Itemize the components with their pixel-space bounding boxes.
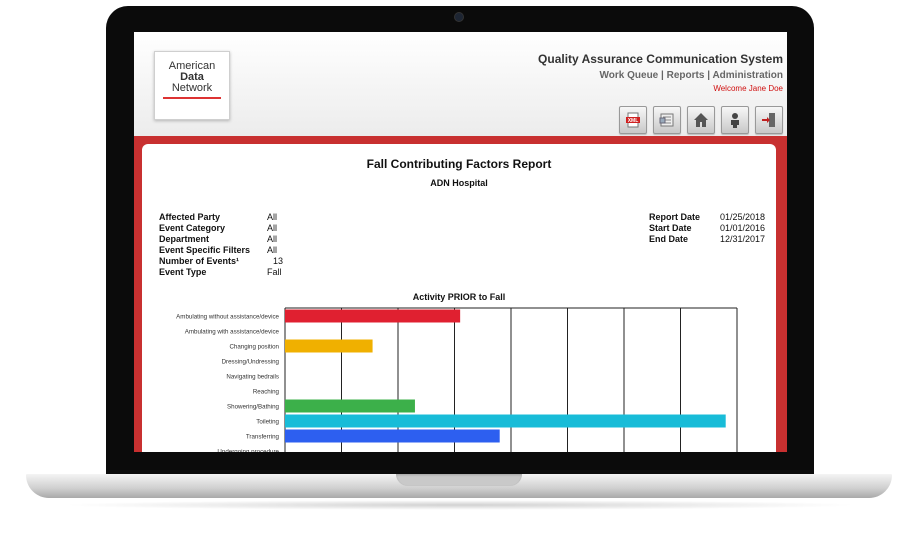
- nav-reports[interactable]: Reports: [666, 70, 705, 81]
- date-value: 01/25/2018: [719, 212, 765, 222]
- report-subtitle: ADN Hospital: [430, 178, 488, 188]
- param-row: Department All: [159, 234, 283, 245]
- chart-bar: [285, 309, 461, 323]
- xml-label: XML: [628, 118, 639, 124]
- screen: American Data Network Quality Assurance …: [134, 32, 787, 452]
- date-row: Report Date 01/25/2018: [649, 212, 765, 223]
- toolbar: XML: [619, 106, 783, 134]
- date-row: End Date 12/31/2017: [649, 234, 765, 245]
- date-label: Report Date: [649, 212, 701, 222]
- camera-icon: [455, 13, 463, 21]
- main-nav: Work Queue | Reports | Administration: [600, 70, 783, 81]
- logo-line-3: Network: [171, 82, 213, 94]
- nav-work-queue[interactable]: Work Queue: [599, 70, 659, 81]
- logo-line-2: Data: [180, 71, 204, 83]
- logo-line-1: American: [168, 60, 216, 72]
- chart-category-label: Showering/Bathing: [227, 404, 279, 411]
- report-parameters: Affected Party All Event Category All Depa…: [159, 212, 283, 278]
- param-row: Number of Events¹ 13: [159, 256, 283, 267]
- chart-category-label: Toileting: [256, 419, 279, 426]
- app-title: Quality Assurance Communication System: [538, 52, 783, 66]
- param-value: All: [267, 212, 278, 222]
- param-row: Affected Party All: [159, 212, 283, 223]
- param-label: Affected Party: [159, 212, 221, 222]
- document-button[interactable]: [653, 106, 681, 134]
- chart-category-label: Undergoing procedure: [217, 449, 279, 453]
- param-label: Department: [159, 234, 210, 244]
- date-value: 01/01/2016: [719, 223, 765, 233]
- param-label: Event Type: [159, 267, 207, 277]
- xml-export-button[interactable]: XML: [619, 106, 647, 134]
- param-value: Fall: [267, 267, 282, 277]
- param-value: All: [267, 245, 278, 255]
- report-title: Fall Contributing Factors Report: [366, 157, 552, 171]
- welcome-text: Welcome Jane Doe: [713, 84, 783, 93]
- nav-separator: |: [707, 70, 711, 81]
- date-label: Start Date: [649, 223, 692, 233]
- param-label: Event Category: [159, 223, 226, 233]
- laptop-notch: [396, 474, 522, 486]
- chart-category-label: Reaching: [253, 389, 280, 396]
- user-button[interactable]: [721, 106, 749, 134]
- home-button[interactable]: [687, 106, 715, 134]
- home-icon: [694, 113, 708, 127]
- laptop-shadow: [60, 500, 860, 510]
- param-row: Event Type Fall: [159, 267, 283, 278]
- app-header: American Data Network Quality Assurance …: [134, 32, 787, 136]
- param-row: Event Specific Filters All: [159, 245, 283, 256]
- chart-bar: [285, 429, 500, 443]
- chart-category-label: Dressing/Undressing: [222, 359, 280, 366]
- param-value: All: [267, 223, 278, 233]
- param-label: Number of Events¹: [159, 256, 240, 266]
- xml-export-icon: XML: [626, 112, 640, 128]
- param-value: 13: [273, 256, 284, 266]
- report-panel: Fall Contributing Factors Report ADN Hos…: [142, 144, 776, 452]
- chart-category-label: Ambulating without assistance/device: [176, 314, 279, 321]
- report-dates: Report Date 01/25/2018 Start Date 01/01/20…: [649, 212, 765, 245]
- chart-bar: [285, 339, 373, 353]
- param-row: Event Category All: [159, 223, 283, 234]
- activity-bar-chart: Ambulating without assistance/device Ambu…: [176, 307, 738, 453]
- chart-title: Activity PRIOR to Fall: [412, 292, 506, 302]
- param-label: Event Specific Filters: [159, 245, 251, 255]
- logout-icon: [762, 113, 775, 127]
- content-area: Fall Contributing Factors Report ADN Hos…: [134, 136, 787, 452]
- nav-separator: |: [661, 70, 664, 81]
- date-value: 12/31/2017: [719, 234, 765, 244]
- nav-administration[interactable]: Administration: [712, 70, 783, 81]
- date-label: End Date: [649, 234, 689, 244]
- logo-underline: [163, 97, 221, 99]
- document-icon: [659, 113, 674, 127]
- logo[interactable]: American Data Network: [154, 51, 230, 120]
- param-value: All: [267, 234, 278, 244]
- logout-button[interactable]: [755, 106, 783, 134]
- chart-category-label: Changing position: [229, 344, 279, 351]
- chart-category-label: Navigating bedrails: [226, 374, 279, 381]
- date-row: Start Date 01/01/2016: [649, 223, 765, 234]
- chart-bar: [285, 399, 415, 413]
- chart-category-label: Transferring: [246, 434, 280, 441]
- chart-category-label: Ambulating with assistance/device: [185, 329, 280, 336]
- user-icon: [731, 113, 739, 128]
- chart-bar: [285, 414, 726, 428]
